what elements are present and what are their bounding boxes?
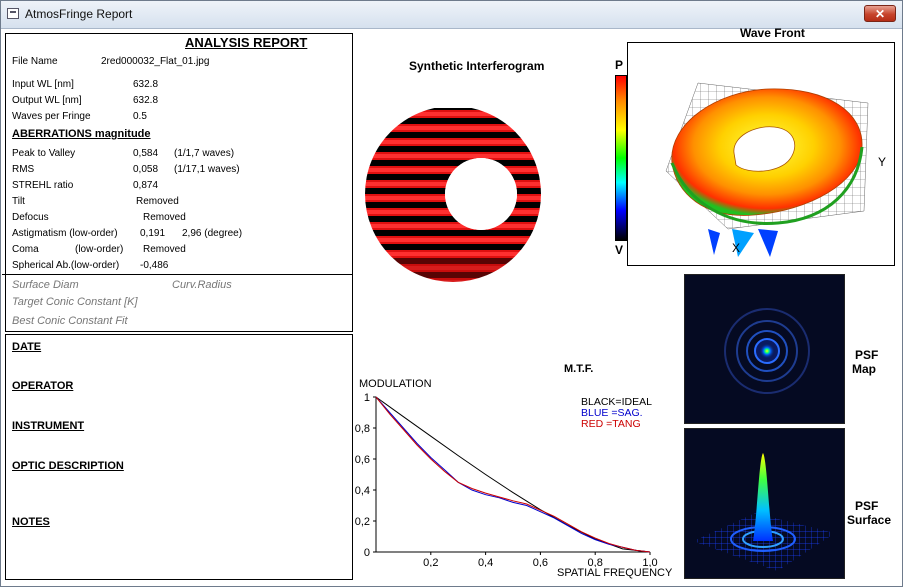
rms-label: RMS: [12, 164, 35, 175]
rms-value: 0,058: [133, 164, 159, 175]
instrument-heading: INSTRUMENT: [12, 420, 85, 432]
wavefront-surface: [665, 82, 869, 257]
wavefront-y-axis: Y: [878, 155, 887, 169]
input-wl-value: 632.8: [133, 79, 159, 90]
curv-radius: Curv.Radius: [172, 279, 232, 291]
optic-description-heading: OPTIC DESCRIPTION: [12, 460, 124, 472]
title-bar[interactable]: AtmosFringe Report ✕: [1, 1, 902, 29]
mtf-y-tick-label: 0: [364, 547, 370, 559]
mtf-chart: 0 0,2 0,4 0,6 0,8 1 0,2 0,4 0,6 0,8 1,0 BLACK=IDEAL…: [355, 392, 658, 567]
mtf-series-tang: [375, 396, 651, 553]
mtf-legend-entry: BLACK=IDEAL: [581, 396, 652, 408]
mtf-legend-entry: RED =TANG: [581, 418, 641, 430]
input-wl-label: Input WL [nm]: [12, 79, 74, 90]
aberrations-heading: ABERRATIONS magnitude: [12, 128, 151, 140]
target-conic: Target Conic Constant [K]: [12, 296, 138, 308]
ptv-value: 0,584: [133, 148, 159, 159]
window-title: AtmosFringe Report: [25, 7, 133, 21]
psf-surface-plot: [693, 453, 835, 571]
file-name-value: 2red000032_Flat_01.jpg: [101, 56, 210, 67]
analysis-report-panel: ANALYSIS REPORT File Name 2red000032_Fla…: [2, 33, 353, 332]
file-name-label: File Name: [12, 56, 58, 67]
ptv-label: Peak to Valley: [12, 148, 76, 159]
mtf-y-tick-label: 0,6: [355, 454, 370, 466]
colorbar: [615, 75, 627, 241]
interferogram-center-hole: [445, 158, 517, 230]
surface-diam: Surface Diam: [12, 279, 79, 291]
defocus-label: Defocus: [12, 212, 49, 223]
wavefront-plot: Y X: [627, 42, 895, 266]
psf-surface-label-1: PSF: [855, 499, 879, 513]
colorbar-bottom-label: V: [615, 243, 624, 257]
mtf-legend-entry: BLUE =SAG.: [581, 407, 643, 419]
notes-panel: DATE OPERATOR INSTRUMENT OPTIC DESCRIPTI…: [5, 334, 353, 580]
coma-value: Removed: [143, 244, 186, 255]
mtf-y-tick-label: 0,2: [355, 516, 370, 528]
report-divider: [2, 274, 352, 275]
mtf-x-tick-label: 0,4: [478, 557, 493, 567]
mtf-x-tick-label: 0,2: [423, 557, 438, 567]
best-conic: Best Conic Constant Fit: [12, 315, 128, 327]
psf-map-rings: [724, 308, 810, 394]
spherical-value: -0,486: [140, 260, 169, 271]
waves-per-fringe-label: Waves per Fringe: [12, 111, 91, 122]
strehl-label: STREHL ratio: [12, 180, 74, 191]
output-wl-label: Output WL [nm]: [12, 95, 82, 106]
mtf-xlabel: SPATIAL FREQUENCY: [557, 567, 673, 579]
synthetic-interferogram: [363, 108, 543, 312]
date-heading: DATE: [12, 341, 42, 353]
rms-extra: (1/17,1 waves): [174, 164, 240, 175]
mtf-y-tick-label: 0,8: [355, 423, 370, 435]
psf-map: [684, 274, 845, 424]
astigmatism-label: Astigmatism (low-order): [12, 228, 118, 239]
defocus-value: Removed: [143, 212, 186, 223]
mtf-series-sag: [375, 396, 651, 553]
interferogram-title: Synthetic Interferogram: [409, 59, 545, 73]
tilt-value: Removed: [136, 196, 179, 207]
coma-order: (low-order): [75, 244, 124, 255]
strehl-value: 0,874: [133, 180, 159, 191]
mtf-ylabel: MODULATION: [359, 378, 432, 390]
operator-heading: OPERATOR: [12, 380, 74, 392]
mtf-y-tick-label: 1: [364, 392, 370, 404]
mtf-x-tick-label: 0,8: [588, 557, 603, 567]
close-button[interactable]: ✕: [864, 5, 896, 22]
coma-label: Coma: [12, 244, 39, 255]
wavefront-x-axis: X: [732, 241, 741, 255]
mtf-y-tick-label: 0,4: [355, 485, 370, 497]
mtf-x-tick-label: 1,0: [642, 557, 657, 567]
colorbar-top-label: P: [615, 58, 624, 72]
mtf-title: M.T.F.: [564, 363, 594, 375]
tilt-label: Tilt: [12, 196, 25, 207]
app-icon: [7, 8, 19, 19]
psf-map-label-2: Map: [852, 362, 876, 376]
spherical-label: Spherical Ab.(low-order): [12, 260, 120, 271]
psf-surface: [684, 428, 845, 579]
output-wl-value: 632.8: [133, 95, 159, 106]
waves-per-fringe-value: 0.5: [133, 111, 147, 122]
wavefront-title: Wave Front: [740, 26, 805, 40]
psf-surface-label-2: Surface: [847, 513, 892, 527]
psf-map-label-1: PSF: [855, 348, 879, 362]
report-heading: ANALYSIS REPORT: [185, 35, 308, 50]
astigmatism-value: 0,191: [140, 228, 166, 239]
mtf-x-tick-label: 0,6: [533, 557, 548, 567]
astigmatism-extra: 2,96 (degree): [182, 228, 243, 239]
ptv-extra: (1/1,7 waves): [174, 148, 235, 159]
notes-heading: NOTES: [12, 516, 50, 528]
